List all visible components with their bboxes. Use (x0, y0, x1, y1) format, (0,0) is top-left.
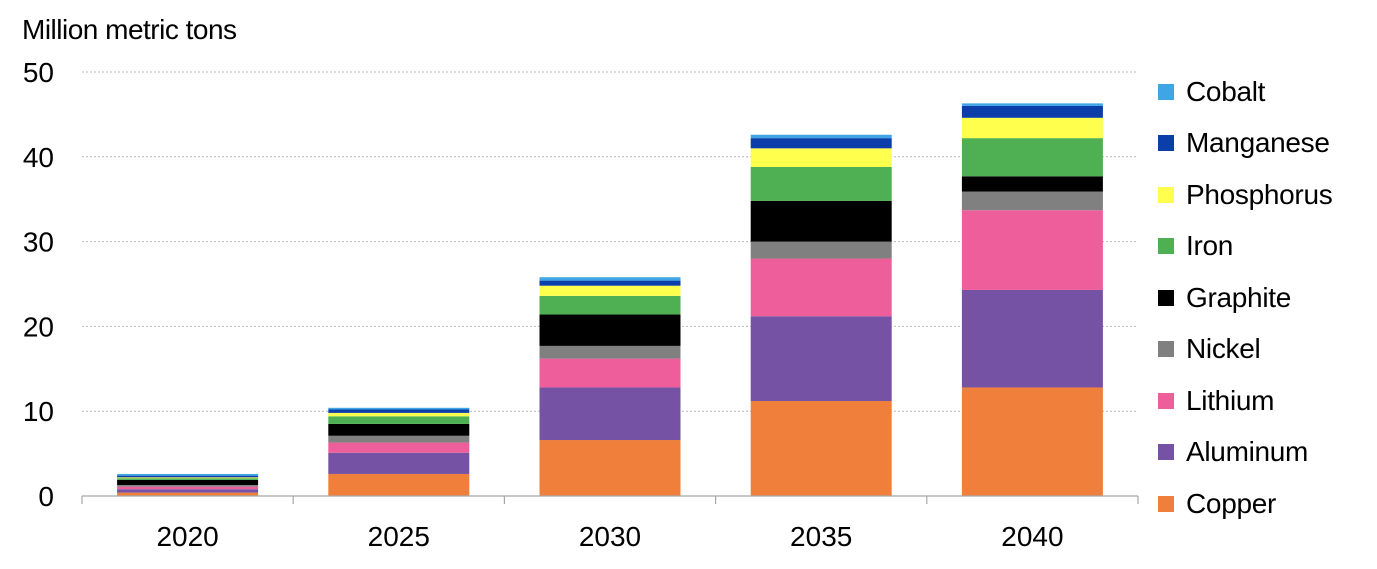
bar-segment-lithium (539, 358, 681, 388)
bar-segment-phosphorus (750, 148, 892, 167)
bar-segment-copper (328, 473, 470, 496)
legend-label: Copper (1186, 487, 1277, 519)
legend-label: Phosphorus (1186, 178, 1333, 210)
legend-item-aluminum: Aluminum (1158, 427, 1332, 479)
bar-segment-nickel (750, 241, 892, 259)
bar-segment-phosphorus (117, 477, 259, 479)
bars (117, 103, 1103, 496)
bar-segment-manganese (750, 138, 892, 149)
bar-segment-lithium (750, 258, 892, 317)
bar-segment-iron (328, 416, 470, 424)
bar-segment-copper (750, 401, 892, 496)
bar-segment-manganese (539, 280, 681, 286)
bar-segment-nickel (328, 435, 470, 443)
legend-item-phosphorus: Phosphorus (1158, 169, 1333, 221)
bar-segment-graphite (117, 479, 259, 485)
bar-segment-iron (539, 295, 681, 315)
legend-label: Lithium (1186, 384, 1275, 416)
bar-segment-lithium (961, 210, 1103, 290)
legend: Cobalt Manganese Phosphorus Iron Graphite Nic… (1158, 66, 1333, 530)
legend-item-nickel: Nickel (1158, 324, 1332, 376)
legend-label: Graphite (1186, 281, 1291, 313)
legend-label: Manganese (1186, 127, 1330, 159)
legend-item-graphite: Graphite (1158, 272, 1332, 324)
bar-segment-aluminum (961, 289, 1103, 388)
legend-item-manganese: Manganese (1158, 118, 1332, 170)
bar-segment-nickel (961, 191, 1103, 211)
legend-item-cobalt: Cobalt (1158, 66, 1332, 118)
bar-segment-phosphorus (328, 412, 470, 417)
bar-segment-cobalt (117, 473, 259, 476)
legend-swatch (1158, 238, 1174, 255)
y-tick-label: 0 (38, 481, 54, 512)
bar-segment-aluminum (750, 316, 892, 402)
y-tick-labels: 0 10 20 30 40 50 (23, 57, 54, 512)
bar-segment-aluminum (117, 489, 259, 493)
legend-swatch (1158, 392, 1174, 409)
bar-segment-copper (117, 492, 259, 496)
y-tick-label: 10 (23, 396, 54, 427)
x-tick-label: 2020 (156, 521, 218, 552)
bar-segment-cobalt (961, 103, 1103, 106)
x-tick-label: 2040 (1001, 521, 1063, 552)
y-tick-label: 40 (23, 142, 54, 173)
bar-segment-nickel (117, 484, 259, 487)
x-tick-label: 2030 (579, 521, 641, 552)
y-tick-label: 20 (23, 311, 54, 342)
bar-segment-aluminum (328, 452, 470, 474)
bar-segment-phosphorus (539, 285, 681, 296)
bar-segment-iron (117, 478, 259, 480)
legend-label: Aluminum (1186, 436, 1309, 468)
legend-label: Cobalt (1186, 75, 1266, 107)
legend-label: Iron (1186, 230, 1234, 262)
bar-segment-copper (539, 440, 681, 496)
bar-segment-phosphorus (961, 117, 1103, 139)
x-tick-labels: 2020 2025 2030 2035 2040 (156, 521, 1063, 552)
bar-segment-iron (750, 166, 892, 201)
bar-segment-lithium (117, 486, 259, 490)
legend-swatch (1158, 83, 1174, 100)
x-tick-label: 2035 (790, 521, 852, 552)
y-tick-label: 50 (23, 57, 54, 88)
bar-segment-aluminum (539, 387, 681, 441)
legend-item-copper: Copper (1158, 478, 1332, 530)
legend-item-lithium: Lithium (1158, 375, 1332, 427)
bar-segment-nickel (539, 345, 681, 359)
bar-segment-manganese (961, 105, 1103, 118)
bar-segment-cobalt (539, 277, 681, 281)
legend-swatch (1158, 135, 1174, 152)
legend-swatch (1158, 186, 1174, 203)
legend-swatch (1158, 495, 1174, 512)
y-tick-label: 30 (23, 227, 54, 258)
bar-segment-manganese (328, 409, 470, 413)
bar-segment-graphite (539, 314, 681, 346)
bar-segment-graphite (750, 200, 892, 242)
y-axis-title: Million metric tons (22, 14, 237, 45)
bar-segment-graphite (328, 423, 470, 436)
bar-segment-copper (961, 387, 1103, 496)
bar-segment-cobalt (750, 134, 892, 139)
legend-label: Nickel (1186, 333, 1261, 365)
legend-item-iron: Iron (1158, 221, 1332, 273)
legend-swatch (1158, 289, 1174, 306)
bar-segment-iron (961, 138, 1103, 177)
legend-swatch (1158, 341, 1174, 358)
bar-segment-lithium (328, 442, 470, 453)
x-tick-label: 2025 (368, 521, 430, 552)
axes (81, 495, 1139, 504)
bar-segment-cobalt (328, 407, 470, 410)
legend-swatch (1158, 444, 1174, 461)
bar-segment-manganese (117, 475, 259, 478)
bar-segment-graphite (961, 176, 1103, 192)
